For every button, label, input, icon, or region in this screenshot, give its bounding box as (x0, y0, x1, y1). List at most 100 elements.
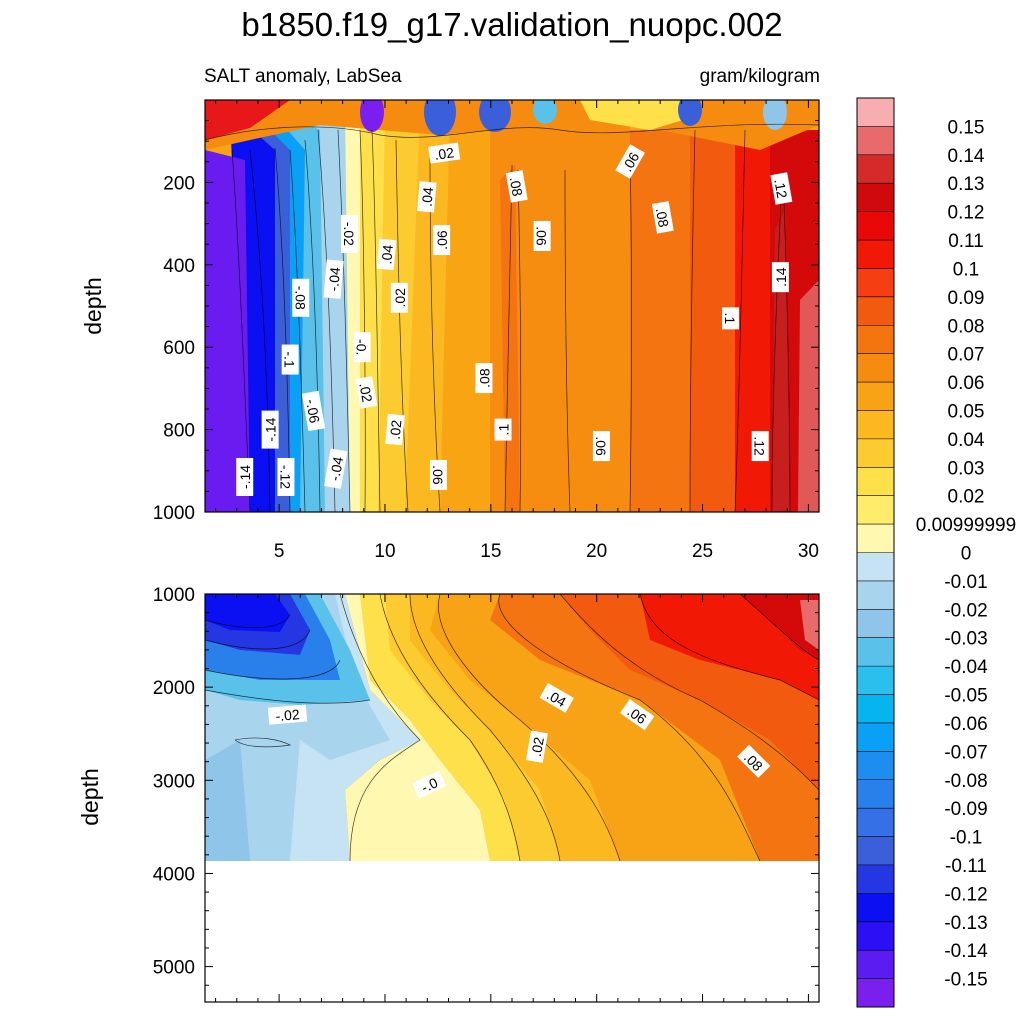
x-tick-label: 15 (480, 541, 501, 562)
contour-label-box (376, 238, 397, 271)
colorbar-swatch (857, 893, 894, 923)
contour-label-text: -.02 (341, 222, 357, 246)
contour-label-text: -.06 (303, 398, 323, 425)
contour-label-box (651, 201, 674, 234)
colorbar-swatch (857, 410, 894, 440)
contour-label-box (539, 683, 574, 713)
contour-label-box (236, 457, 254, 496)
upper-panel: .02 .06 .08 .12 .04 .08 -.02 .06 .06 .04 -.04 .14 -.… (80, 99, 820, 562)
contour-label: -.04 (323, 259, 344, 299)
y-tick-label: 1000 (153, 503, 195, 524)
contour-label-text: .02 (528, 736, 547, 758)
lower-panel: -.02.04.06.02-.0.08 10002000300040005000… (77, 585, 820, 1003)
region-surface-blue-5 (763, 100, 787, 130)
region-pale-yellow (345, 594, 490, 861)
contour-label-box (261, 410, 279, 449)
contour-label-box (301, 390, 326, 432)
colorbar-label: 0.08 (948, 316, 985, 337)
colorbar: 0.15 0.14 0.13 0.12 0.11 0.1 0.09 0.08 0.07 0.06 0… (856, 97, 1016, 1008)
colorbar-swatch (857, 524, 894, 553)
contour-label-box (292, 278, 310, 317)
upper-ylabel: depth (80, 277, 106, 335)
colorbar-swatch (857, 467, 894, 497)
contour-label-text: -.02 (275, 706, 301, 724)
colorbar-swatch (857, 950, 894, 979)
y-tick-label: 800 (163, 421, 195, 442)
colorbar-label: -0.04 (944, 657, 988, 678)
colorbar-label: -0.03 (944, 629, 987, 650)
colorbar-swatch (857, 183, 894, 213)
contour-label: .1 (494, 418, 512, 441)
y-tick-label: 600 (163, 338, 195, 359)
x-tick-label: 5 (274, 541, 285, 562)
contour-label-text: .08 (507, 176, 526, 198)
colorbar-swatch (857, 609, 894, 639)
colorbar-label: 0.04 (948, 430, 985, 451)
colorbar-swatch (857, 864, 894, 894)
contour-label-text: .06 (534, 226, 550, 246)
region-dark-orange-band (630, 130, 700, 512)
region-surface-blue-2 (479, 100, 511, 132)
contour-label: -.14 (236, 457, 254, 496)
colorbar-label: -0.15 (944, 970, 987, 991)
contour-label: .12 (770, 172, 793, 205)
colorbar-swatch (857, 438, 894, 468)
colorbar-label: 0.07 (948, 345, 985, 366)
figure-title: b1850.f19_g17.validation_nuopc.002 (241, 6, 782, 43)
colorbar-label: 0 (961, 544, 972, 565)
colorbar-swatch (857, 495, 894, 525)
colorbar-swatch (857, 382, 894, 411)
contour-label-box (505, 170, 528, 203)
contour-label-box (267, 704, 308, 725)
variable-label: SALT anomaly, LabSea (204, 66, 402, 87)
contour-label-box (615, 144, 645, 179)
contour-label-box (620, 699, 655, 731)
contour-label: .14 (771, 262, 789, 293)
colorbar-swatch (857, 580, 894, 610)
colorbar-label: 0.05 (948, 401, 985, 422)
contour-label-text: .1 (722, 313, 738, 325)
contour-label-text: .06 (593, 436, 609, 456)
x-tick-label: 30 (798, 541, 819, 562)
contour-label-box (390, 282, 408, 313)
region-pink-corner (800, 600, 819, 650)
contour-label-box (340, 214, 358, 253)
contour-label-box (429, 459, 447, 490)
contour-label: -.12 (277, 457, 295, 496)
colorbar-label: -0.09 (944, 799, 987, 820)
colorbar-swatch (857, 694, 894, 724)
contour-label-box (494, 418, 512, 441)
contour-label-text: .04 (418, 186, 436, 207)
colorbar-label: 0.06 (948, 373, 985, 394)
contour-label: .08 (651, 201, 674, 234)
y-tick-label: 4000 (153, 864, 195, 885)
contour-label: -.1 (281, 344, 299, 375)
contour-label: -.06 (301, 390, 326, 432)
contour-label-text: .14 (773, 267, 789, 287)
y-tick-label: 1000 (153, 585, 195, 606)
colorbar-label: -0.02 (944, 600, 987, 621)
colorbar-label: -0.13 (944, 913, 987, 934)
contour-label: .08 (505, 170, 528, 203)
x-tick-label: 20 (586, 541, 607, 562)
contour-label-box (770, 172, 793, 205)
colorbar-swatch (857, 921, 894, 951)
contour-label: -.04 (324, 448, 348, 489)
colorbar-swatch (857, 353, 894, 383)
contour-label-box (385, 413, 405, 446)
contour-label: .06 (429, 459, 447, 490)
contour-label-box (475, 363, 493, 394)
contour-label-text: .12 (752, 436, 768, 456)
contour-label: .06 (592, 431, 610, 462)
colorbar-label: 0.15 (948, 117, 985, 138)
colorbar-label: 0.00999999 (916, 515, 1016, 536)
region-surface-yellow (580, 100, 700, 130)
region-orange (430, 594, 760, 861)
contour-label: -.14 (261, 410, 279, 449)
contour-label: -.0 (412, 770, 447, 799)
colorbar-swatch (857, 268, 894, 298)
region-deep-blue (205, 594, 290, 632)
contour-label-text: .1 (496, 424, 512, 436)
contour-label-box (428, 142, 461, 164)
